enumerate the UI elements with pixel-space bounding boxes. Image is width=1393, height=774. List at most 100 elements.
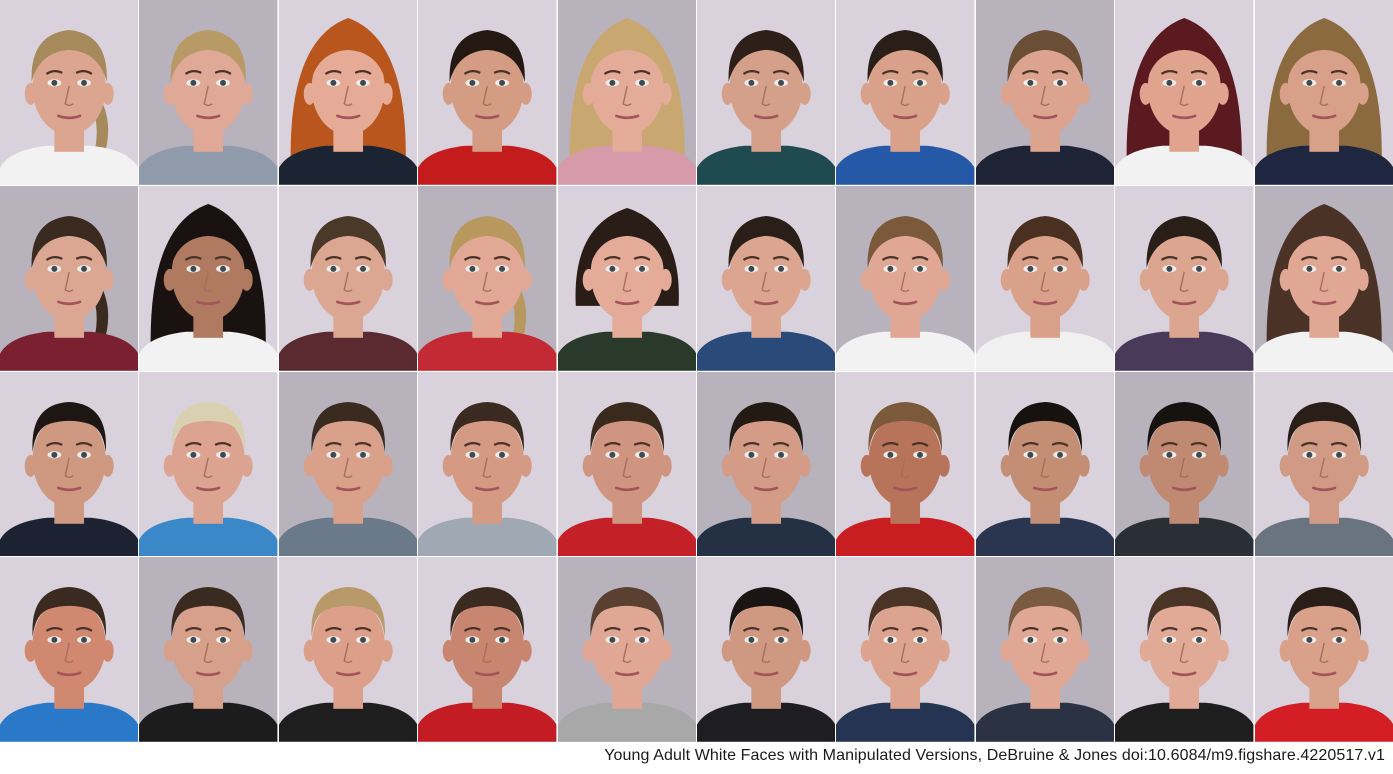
eye-iris — [1027, 265, 1034, 272]
eyebrow — [1190, 70, 1208, 75]
shirt — [1115, 331, 1254, 371]
eye-iris — [778, 265, 784, 272]
nose — [1179, 85, 1189, 107]
face-photo — [557, 371, 696, 557]
eye-iris — [1305, 451, 1312, 458]
mouth — [1032, 671, 1058, 677]
face-photo — [0, 0, 139, 185]
face-photo — [1254, 0, 1393, 185]
face-photo — [418, 0, 557, 185]
eyebrow — [464, 627, 481, 633]
face-photo-svg — [696, 371, 836, 557]
eyebrow — [464, 441, 481, 447]
shirt — [278, 331, 418, 371]
mouth — [893, 300, 918, 305]
nose — [761, 642, 771, 664]
nose — [482, 457, 492, 478]
face-photo-svg — [418, 0, 557, 185]
eye-iris — [608, 637, 615, 644]
mouth — [1311, 486, 1336, 491]
eye-iris — [887, 451, 894, 458]
eye-iris — [917, 637, 924, 644]
mouth — [893, 114, 918, 120]
shirt — [139, 517, 278, 557]
hair — [1286, 29, 1362, 82]
nose — [1319, 271, 1329, 292]
eyebrow — [1330, 441, 1348, 447]
eye-iris — [608, 451, 615, 458]
eyebrow — [493, 627, 511, 633]
eye-iris — [220, 451, 227, 458]
mouth — [475, 671, 500, 677]
nose — [1040, 457, 1050, 478]
mouth — [1172, 486, 1197, 491]
eye-iris — [190, 79, 197, 86]
eyebrow — [1051, 255, 1069, 261]
mouth — [475, 114, 500, 120]
eyebrow — [742, 441, 760, 447]
nose — [343, 85, 353, 107]
hair — [1007, 29, 1083, 82]
hair — [1286, 215, 1362, 268]
eye-iris — [51, 265, 58, 272]
face-photo-svg — [139, 0, 278, 185]
face-photo — [1254, 557, 1393, 742]
hair — [170, 29, 247, 82]
face-photo-svg — [1254, 371, 1393, 557]
eyebrow — [1161, 441, 1178, 447]
shirt — [975, 703, 1115, 742]
nose — [203, 457, 213, 478]
eyebrow — [742, 70, 760, 75]
eye-iris — [1196, 265, 1203, 272]
mouth — [1172, 114, 1197, 120]
hair — [1146, 215, 1223, 268]
eyebrow — [215, 627, 232, 633]
shirt — [557, 703, 696, 742]
face-photo — [0, 557, 139, 742]
face-photo-svg — [836, 557, 975, 742]
eyebrow — [324, 70, 342, 75]
face-photo — [139, 185, 278, 371]
eyebrow — [45, 70, 63, 75]
eye-iris — [220, 637, 227, 644]
face-photo — [975, 0, 1115, 185]
eyebrow — [772, 627, 790, 633]
eyebrow — [603, 255, 621, 261]
nose — [343, 271, 353, 292]
eye-iris — [638, 79, 645, 86]
face-photo-svg — [139, 557, 278, 742]
eye-iris — [1056, 637, 1063, 644]
shirt — [975, 145, 1115, 185]
shirt — [1115, 145, 1254, 185]
mouth — [893, 486, 918, 491]
face-photo-svg — [696, 185, 836, 371]
face-photo — [418, 557, 557, 742]
eye-iris — [220, 265, 227, 272]
face-photo-svg — [557, 371, 696, 557]
eye-iris — [359, 265, 366, 272]
face-photo — [139, 0, 278, 185]
eye-iris — [1305, 79, 1312, 86]
eye-iris — [359, 79, 366, 86]
shirt — [1254, 517, 1393, 557]
mouth — [475, 486, 500, 491]
eye-iris — [330, 451, 337, 458]
eye-iris — [778, 451, 784, 458]
eyebrow — [912, 255, 929, 261]
hair — [311, 587, 385, 638]
hair — [171, 587, 246, 638]
face-photo — [139, 371, 278, 557]
hair — [1008, 587, 1082, 638]
mouth — [1032, 486, 1058, 491]
eye-iris — [1305, 265, 1312, 272]
eye-iris — [778, 79, 784, 86]
face-photo-svg — [418, 557, 557, 742]
nose — [64, 457, 74, 478]
shirt — [418, 517, 557, 557]
ponytail — [86, 89, 109, 160]
nose — [761, 85, 771, 107]
eyebrow — [1051, 441, 1069, 447]
nose — [343, 642, 353, 664]
mouth — [335, 300, 361, 305]
eyebrow — [1330, 70, 1348, 75]
